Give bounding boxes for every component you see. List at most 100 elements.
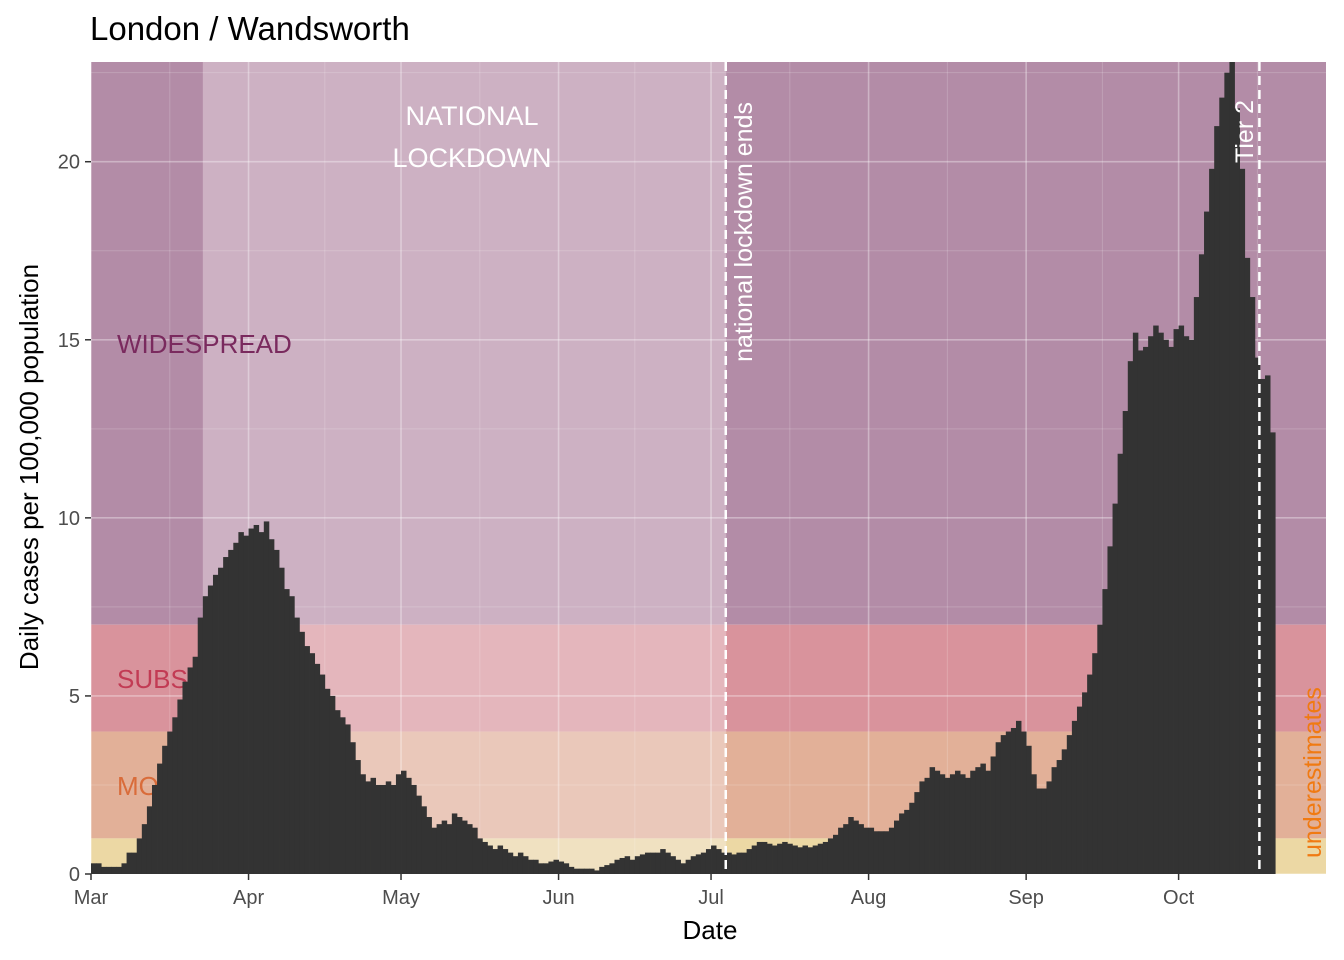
- bar: [1015, 720, 1022, 874]
- bar: [1168, 346, 1174, 874]
- bar: [873, 831, 880, 874]
- bar: [899, 813, 905, 874]
- bar: [141, 824, 148, 874]
- bar: [833, 834, 839, 874]
- bar: [370, 777, 377, 874]
- bar: [385, 781, 392, 874]
- bar: [309, 653, 316, 874]
- bar: [924, 777, 930, 874]
- bar: [162, 745, 168, 874]
- bar: [121, 863, 127, 874]
- y-tick-label: 10: [58, 508, 80, 530]
- bar: [1107, 546, 1113, 874]
- bar: [106, 866, 112, 874]
- bar: [1219, 97, 1225, 874]
- bar: [116, 866, 122, 874]
- x-axis-title: Date: [683, 915, 738, 945]
- bar: [248, 528, 255, 874]
- bar: [711, 845, 717, 874]
- bar: [1209, 168, 1215, 874]
- bar: [182, 681, 188, 874]
- bar: [807, 847, 814, 874]
- bar: [690, 856, 697, 874]
- bar: [655, 852, 661, 874]
- bar: [1051, 767, 1058, 874]
- bar: [456, 817, 463, 874]
- bar: [1061, 749, 1068, 874]
- bar: [660, 849, 666, 874]
- lockdown-label-line2: LOCKDOWN: [392, 143, 551, 173]
- bar: [207, 585, 214, 874]
- bar: [858, 824, 864, 874]
- bar: [853, 820, 859, 874]
- bar: [1173, 329, 1180, 874]
- bar: [395, 774, 402, 874]
- bar: [502, 849, 509, 874]
- bar: [1026, 745, 1032, 874]
- bar: [1036, 788, 1042, 874]
- bar: [1097, 624, 1103, 874]
- x-axis: Mar Apr May Jun Jul Aug Sep Oct: [74, 874, 1195, 909]
- bar: [1193, 297, 1200, 874]
- bar: [416, 795, 422, 874]
- bar: [751, 845, 758, 874]
- bar: [863, 827, 869, 874]
- x-tick-label: Mar: [74, 887, 109, 909]
- bar: [314, 663, 321, 874]
- bar: [192, 656, 199, 874]
- bar: [1270, 432, 1276, 874]
- bar: [284, 589, 290, 874]
- bar: [375, 784, 382, 874]
- bar: [431, 827, 437, 874]
- bar: [299, 631, 305, 874]
- x-tick-label: Oct: [1163, 887, 1195, 909]
- bar: [436, 824, 443, 874]
- bar: [1071, 720, 1078, 874]
- bar: [446, 824, 453, 874]
- bar: [553, 859, 559, 874]
- bar: [1041, 788, 1047, 874]
- bar: [568, 866, 575, 874]
- bar: [599, 866, 605, 874]
- bar: [548, 861, 554, 874]
- bar: [1178, 325, 1185, 874]
- bar: [533, 859, 539, 874]
- bar: [172, 717, 178, 874]
- bar: [1076, 706, 1083, 874]
- bar: [187, 667, 194, 874]
- bar: [1021, 731, 1027, 874]
- bar: [944, 777, 951, 874]
- x-tick-label: Apr: [233, 887, 264, 909]
- bar: [934, 770, 941, 874]
- y-axis: 0 5 10 15 20: [58, 152, 91, 886]
- bar: [949, 774, 956, 874]
- bar: [578, 868, 585, 874]
- y-tick-label: 0: [69, 864, 80, 886]
- bar: [594, 870, 600, 874]
- underestimates-label: underestimates: [1299, 687, 1327, 858]
- bar: [1198, 254, 1205, 874]
- bar: [1066, 735, 1073, 874]
- bar: [904, 809, 910, 874]
- bar: [228, 549, 234, 874]
- bar: [1082, 692, 1088, 874]
- bar: [334, 710, 341, 874]
- bar: [939, 774, 946, 874]
- bar: [782, 841, 788, 874]
- event-label-lockdown-ends: national lockdown ends: [730, 102, 758, 362]
- bar: [1153, 325, 1159, 874]
- bar: [848, 817, 854, 874]
- y-axis-title: Daily cases per 100,000 population: [14, 264, 44, 670]
- bar: [838, 827, 844, 874]
- bar: [604, 865, 610, 874]
- y-tick-label: 15: [58, 330, 80, 352]
- bar: [583, 868, 590, 874]
- bar: [329, 695, 336, 874]
- bar: [273, 549, 280, 874]
- bar: [126, 852, 133, 874]
- bar: [294, 617, 300, 874]
- bar: [954, 770, 961, 874]
- bar: [736, 852, 742, 874]
- bar: [91, 863, 97, 874]
